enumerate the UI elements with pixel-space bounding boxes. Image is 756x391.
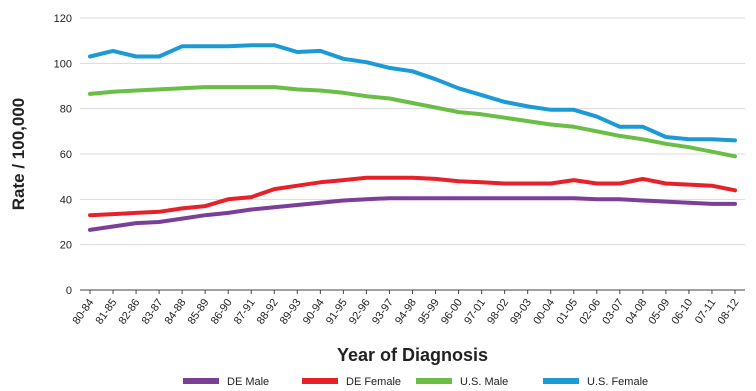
legend-label-de-female: DE Female xyxy=(346,376,401,388)
y-tick-label: 20 xyxy=(60,240,72,252)
x-tick-label: 84-88 xyxy=(163,297,189,327)
legend-swatch-de-male xyxy=(183,378,219,384)
series-line-de-female xyxy=(88,175,737,218)
y-tick-label: 80 xyxy=(60,104,72,116)
y-tick-label: 60 xyxy=(60,149,72,161)
gridlines xyxy=(80,17,745,246)
x-tick-label: 08-12 xyxy=(715,297,741,327)
x-axis-title: Year of Diagnosis xyxy=(337,345,488,365)
series-line-u-s-female xyxy=(88,43,737,143)
legend-label-u-s-male: U.S. Male xyxy=(460,376,508,388)
x-tick-label: 02-06 xyxy=(577,297,603,327)
x-tick-label: 94-98 xyxy=(393,297,419,327)
x-tick-labels: 80-8481-8582-8683-8784-8885-8986-9087-91… xyxy=(70,297,741,327)
x-tick-label: 95-99 xyxy=(416,297,442,327)
series-line-de-male xyxy=(88,196,737,232)
legend: DE Male DE Female U.S. Male U.S. Female xyxy=(183,376,648,388)
y-tick-label: 40 xyxy=(60,194,72,206)
axes xyxy=(80,289,745,294)
legend-swatch-de-female xyxy=(302,378,338,384)
x-tick-label: 83-87 xyxy=(140,297,166,327)
x-tick-label: 80-84 xyxy=(70,297,96,327)
x-tick-label: 93-97 xyxy=(370,297,396,327)
legend-swatch-u-s-female xyxy=(543,378,579,384)
x-tick-label: 82-86 xyxy=(117,297,143,327)
legend-label-u-s-female: U.S. Female xyxy=(587,376,648,388)
series-line-u-s-male xyxy=(88,85,737,159)
x-tick-label: 05-09 xyxy=(646,297,672,327)
x-tick-label: 07-11 xyxy=(693,297,719,326)
legend-swatch-u-s-male xyxy=(416,378,452,384)
x-tick-label: 87-91 xyxy=(232,297,258,327)
x-tick-label: 88-92 xyxy=(255,297,281,327)
x-tick-label: 85-89 xyxy=(186,297,212,327)
x-tick-label: 00-04 xyxy=(531,297,557,327)
x-tick-label: 81-85 xyxy=(94,297,120,327)
y-tick-label: 0 xyxy=(66,285,72,297)
y-tick-label: 100 xyxy=(54,58,72,70)
x-tick-label: 86-90 xyxy=(209,297,235,327)
x-tick-label: 96-00 xyxy=(439,297,465,327)
x-tick-label: 03-07 xyxy=(600,297,626,327)
x-tick-label: 04-08 xyxy=(623,297,649,327)
x-tick-label: 97-01 xyxy=(462,297,488,327)
y-tick-labels: 0 20 40 60 80 100 120 xyxy=(54,13,72,297)
x-tick-label: 91-95 xyxy=(324,297,350,327)
x-tick-label: 99-03 xyxy=(508,297,534,327)
x-tick-label: 06-10 xyxy=(669,297,695,327)
y-axis-title: Rate / 100,000 xyxy=(9,98,28,210)
legend-label-de-male: DE Male xyxy=(227,376,269,388)
x-tick-label: 98-02 xyxy=(485,297,511,327)
y-tick-label: 120 xyxy=(54,13,72,25)
x-tick-label: 92-96 xyxy=(347,297,373,327)
x-tick-label: 90-94 xyxy=(301,297,327,327)
series-lines xyxy=(88,43,737,232)
x-tick-label: 89-93 xyxy=(278,297,304,327)
x-tick-label: 01-05 xyxy=(554,297,580,327)
